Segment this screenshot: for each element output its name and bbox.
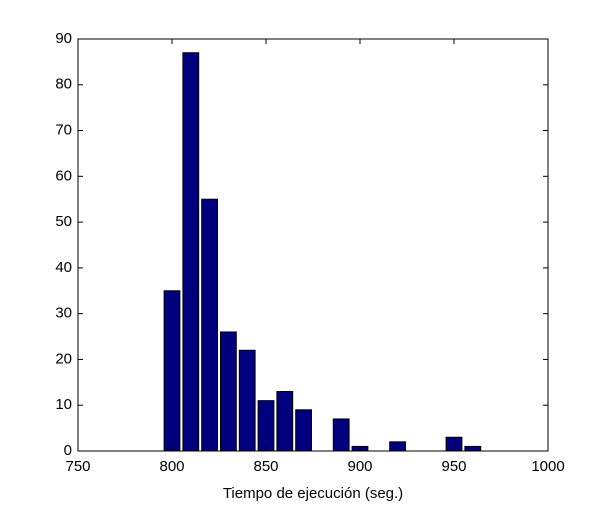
bar [238, 349, 256, 452]
x-tick-label: 950 [441, 458, 466, 475]
y-tick-label: 40 [55, 259, 72, 276]
y-tick-label: 60 [55, 167, 72, 184]
x-tick-label: 900 [347, 458, 372, 475]
bar [332, 418, 350, 452]
x-tick-label: 750 [65, 458, 90, 475]
x-axis-label: Tiempo de ejecución (seg.) [223, 485, 403, 502]
y-tick-label: 50 [55, 213, 72, 230]
bar [276, 390, 294, 452]
y-tick-label: 70 [55, 122, 72, 139]
y-tick-label: 10 [55, 396, 72, 413]
y-tick-label: 20 [55, 350, 72, 367]
y-tick-label: 0 [64, 442, 72, 459]
bar [464, 445, 482, 452]
y-tick-label: 30 [55, 305, 72, 322]
bar [257, 400, 275, 452]
bar [163, 290, 181, 452]
plot-frame [77, 38, 549, 452]
y-tick-label: 80 [55, 76, 72, 93]
y-tick-label: 90 [55, 30, 72, 47]
bar [295, 409, 312, 452]
x-tick-label: 1000 [531, 458, 564, 475]
x-tick-label: 850 [253, 458, 278, 475]
x-tick-label: 800 [159, 458, 184, 475]
bar [220, 331, 237, 452]
bar [389, 441, 406, 452]
bar [182, 52, 200, 452]
bar [201, 198, 218, 452]
